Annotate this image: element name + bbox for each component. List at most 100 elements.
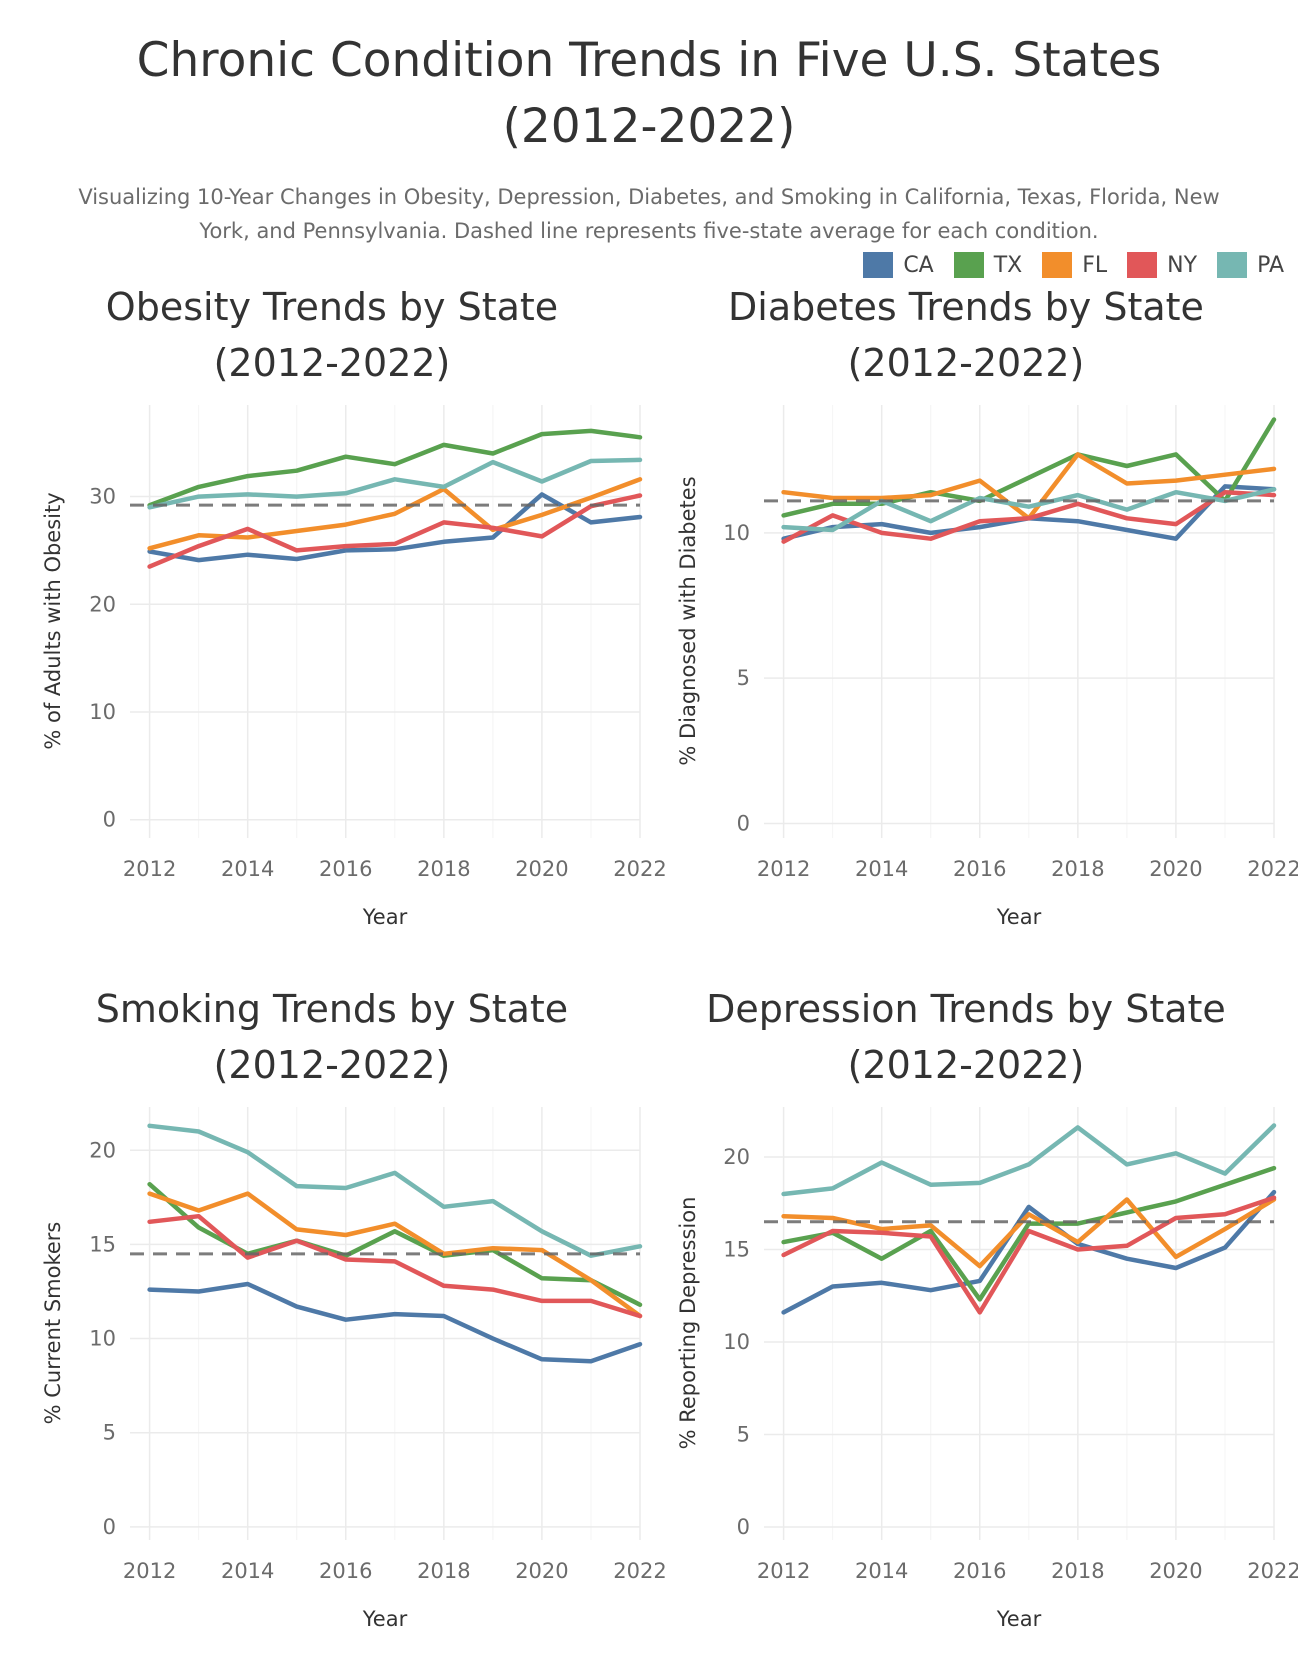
obesity-series-tx: [147, 428, 643, 508]
diabetes-panel: 2012 2014 2016 2018 2020 2022 0 5 10 Diabetes Tre…: [676, 285, 1298, 929]
legend-swatch-ny: [1127, 252, 1158, 278]
diabetes-series-pa: [781, 487, 1277, 533]
depression-y-tick-label: 15: [723, 1237, 750, 1261]
smoking-x-tick-label: 2012: [123, 1559, 176, 1583]
smoking-x-tick-label: 2020: [515, 1559, 568, 1583]
diabetes-x-tick-label: 2012: [757, 857, 810, 881]
diabetes-y-tick-label: 0: [737, 811, 750, 835]
obesity-y-tick-label: 20: [89, 592, 116, 616]
legend-swatch-ca: [863, 252, 894, 278]
smoking-y-tick-label: 20: [89, 1138, 116, 1162]
smoking-x-tick-label: 2018: [417, 1559, 470, 1583]
legend-swatch-pa: [1217, 252, 1248, 278]
diabetes-x-axis-label: Year: [996, 905, 1042, 929]
legend-label-fl: FL: [1082, 252, 1108, 278]
obesity-y-axis-label: % of Adults with Obesity: [41, 492, 65, 749]
legend-label-pa: PA: [1257, 252, 1284, 278]
page-subtitle-line-2: York, and Pennsylvania. Dashed line repr…: [199, 219, 1099, 243]
legend-label-tx: TX: [993, 252, 1023, 278]
depression-series-ny: [781, 1195, 1277, 1315]
diabetes-x-tick-label: 2018: [1051, 857, 1104, 881]
obesity-x-axis-label: Year: [362, 905, 408, 929]
depression-series-fl: [781, 1197, 1277, 1269]
smoking-series-ca: [147, 1281, 643, 1364]
obesity-panel: 2012 2014 2016 2018 2020 2022 0 10 20 30 Obesity T…: [41, 285, 667, 929]
diabetes-series-ny: [781, 489, 1277, 544]
smoking-y-tick-label: 5: [103, 1421, 116, 1445]
page-title-line-2: (2012-2022): [502, 99, 796, 154]
diabetes-y-tick-label: 10: [723, 521, 750, 545]
obesity-series-ny: [147, 493, 643, 569]
legend-item-fl: FL: [1042, 252, 1107, 278]
depression-x-tick-label: 2014: [855, 1559, 908, 1583]
page-subtitle-line-1: Visualizing 10-Year Changes in Obesity, …: [78, 185, 1220, 209]
obesity-x-tick-label: 2018: [417, 857, 470, 881]
legend-item-ca: CA: [863, 252, 934, 278]
smoking-y-tick-label: 15: [89, 1232, 116, 1256]
page-title-line-1: Chronic Condition Trends in Five U.S. St…: [136, 33, 1162, 88]
obesity-x-tick-label: 2020: [515, 857, 568, 881]
depression-x-tick-label: 2018: [1051, 1559, 1104, 1583]
legend-label-ny: NY: [1167, 252, 1198, 278]
page-subtitle: Visualizing 10-Year Changes in Obesity, …: [30, 180, 1268, 248]
diabetes-x-tick-label: 2016: [953, 857, 1006, 881]
smoking-chart-title-line-2: (2012-2022): [214, 1043, 451, 1087]
depression-y-tick-label: 0: [737, 1515, 750, 1539]
depression-x-tick-label: 2020: [1149, 1559, 1202, 1583]
smoking-series-ny: [147, 1213, 643, 1319]
depression-chart-title-line-2: (2012-2022): [848, 1043, 1085, 1087]
smoking-x-axis-label: Year: [362, 1607, 408, 1631]
smoking-y-axis-label: % Current Smokers: [41, 1222, 65, 1425]
smoking-x-tick-label: 2022: [613, 1559, 666, 1583]
diabetes-chart-title-line-2: (2012-2022): [848, 341, 1085, 385]
depression-y-tick-label: 10: [723, 1330, 750, 1354]
smoking-y-tick-label: 10: [89, 1327, 116, 1351]
diabetes-x-tick-label: 2022: [1247, 857, 1298, 881]
smoking-series-pa: [147, 1123, 643, 1258]
depression-x-tick-label: 2016: [953, 1559, 1006, 1583]
legend-item-pa: PA: [1217, 252, 1284, 278]
obesity-x-tick-label: 2022: [613, 857, 666, 881]
obesity-y-tick-label: 0: [103, 808, 116, 832]
depression-series-tx: [781, 1165, 1277, 1302]
legend-item-tx: TX: [953, 252, 1023, 278]
smoking-x-tick-label: 2016: [319, 1559, 372, 1583]
legend-swatch-fl: [1042, 252, 1073, 278]
obesity-x-tick-label: 2016: [319, 857, 372, 881]
diabetes-y-tick-label: 5: [737, 666, 750, 690]
depression-x-tick-label: 2012: [757, 1559, 810, 1583]
smoking-series-fl: [147, 1191, 643, 1319]
depression-y-tick-label: 5: [737, 1423, 750, 1447]
diabetes-x-tick-label: 2020: [1149, 857, 1202, 881]
obesity-chart-title-line-1: Obesity Trends by State: [106, 285, 558, 329]
depression-chart-title-line-1: Depression Trends by State: [706, 987, 1226, 1031]
smoking-x-tick-label: 2014: [221, 1559, 274, 1583]
legend-label-ca: CA: [903, 252, 934, 278]
obesity-chart-title-line-2: (2012-2022): [214, 341, 451, 385]
depression-panel: 2012 2014 2016 2018 2020 2022 0 5 10 15 20 Depressi…: [676, 987, 1298, 1631]
obesity-x-tick-label: 2012: [123, 857, 176, 881]
diabetes-chart-title-line-1: Diabetes Trends by State: [728, 285, 1204, 329]
obesity-series-ca: [147, 492, 643, 563]
legend-swatch-tx: [953, 252, 984, 278]
depression-y-tick-label: 20: [723, 1145, 750, 1169]
obesity-y-tick-label: 30: [89, 485, 116, 509]
depression-y-axis-label: % Reporting Depression: [676, 1197, 700, 1450]
diabetes-y-axis-label: % Diagnosed with Diabetes: [676, 476, 700, 765]
diabetes-x-tick-label: 2014: [855, 857, 908, 881]
depression-x-axis-label: Year: [996, 1607, 1042, 1631]
obesity-series-pa: [147, 457, 643, 510]
depression-series-pa: [781, 1123, 1277, 1197]
obesity-x-tick-label: 2014: [221, 857, 274, 881]
obesity-y-tick-label: 10: [89, 700, 116, 724]
depression-series-ca: [781, 1189, 1277, 1315]
legend-item-ny: NY: [1127, 252, 1197, 278]
diabetes-series-tx: [781, 417, 1277, 518]
page-title: Chronic Condition Trends in Five U.S. St…: [0, 28, 1298, 160]
depression-x-tick-label: 2022: [1247, 1559, 1298, 1583]
smoking-panel: 2012 2014 2016 2018 2020 2022 0 5 10 15 20 Smoking …: [41, 987, 667, 1631]
smoking-y-tick-label: 0: [103, 1515, 116, 1539]
legend: CA TX FL NY PA: [843, 250, 1284, 280]
smoking-chart-title-line-1: Smoking Trends by State: [96, 987, 568, 1031]
